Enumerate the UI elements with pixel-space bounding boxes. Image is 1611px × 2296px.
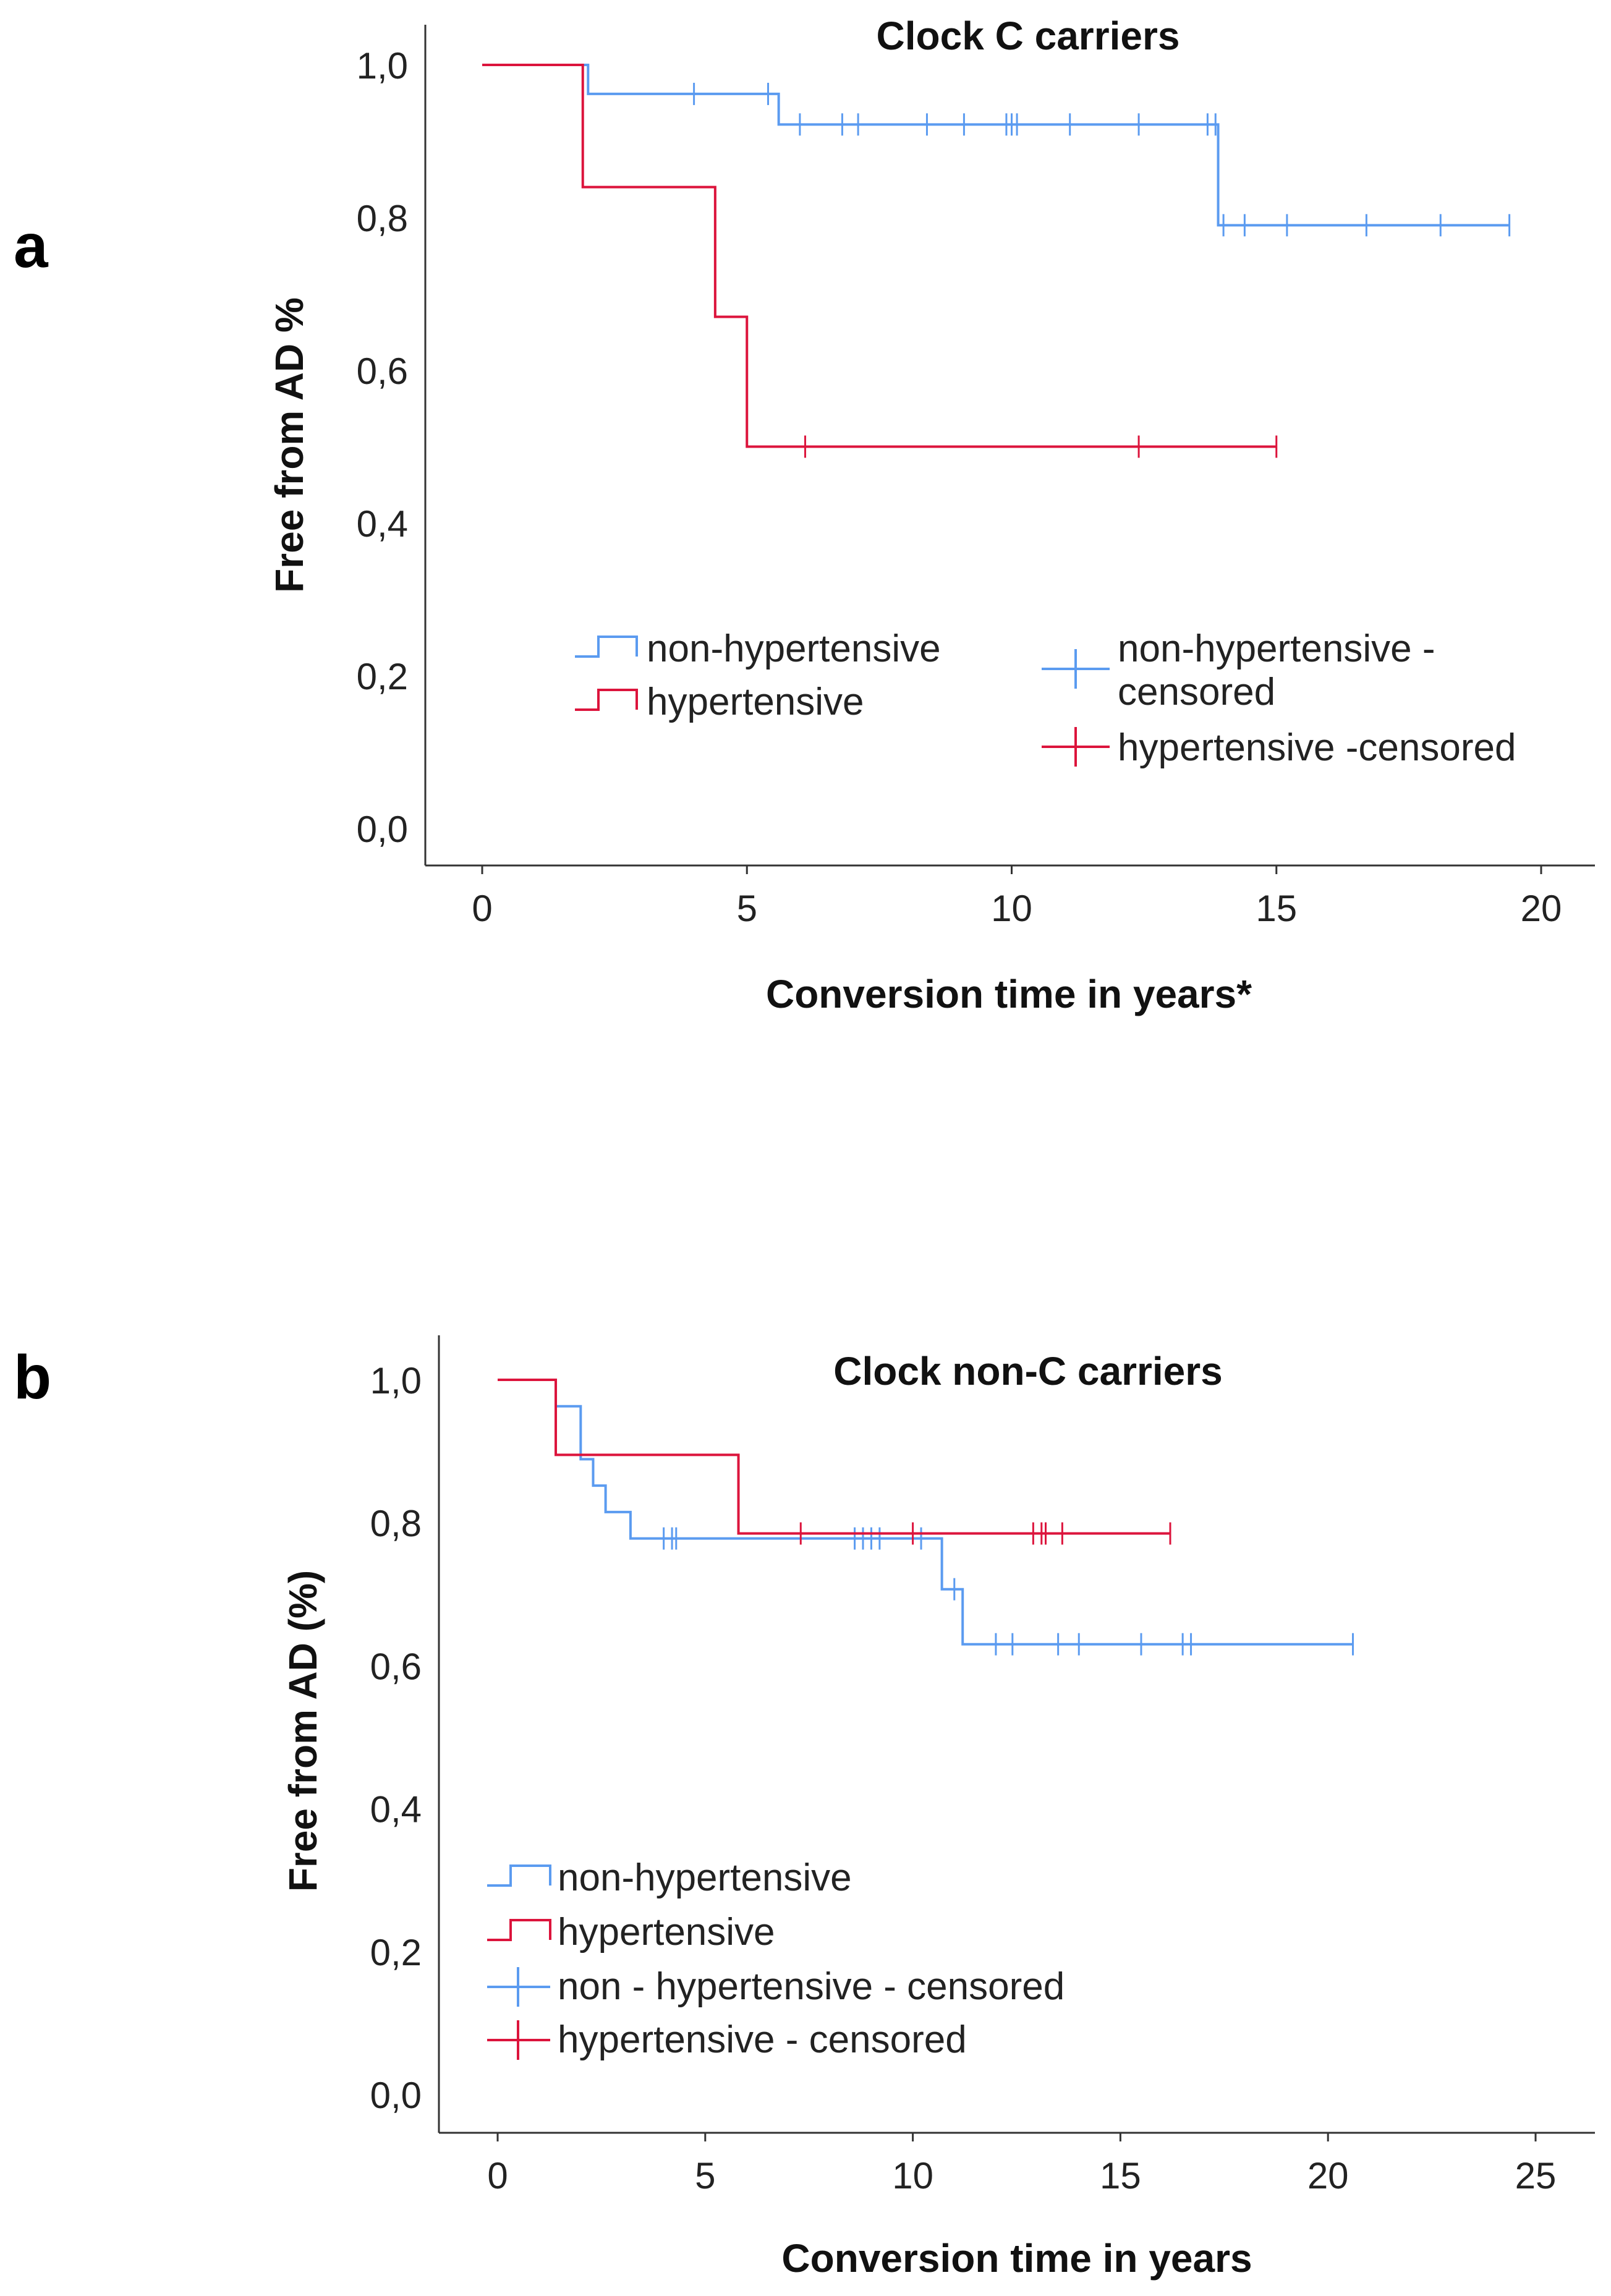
- legend-a-non-hypertensive-censored-swatch: [1042, 649, 1110, 689]
- legend-b-hypertensive-censored-swatch: [487, 2020, 550, 2060]
- series-line-b-non-hypertensive: [498, 1379, 1353, 1646]
- panel-b-x-ticks: 0 5 10 15 20 25: [487, 2133, 1556, 2196]
- y-tick-label: 0,6: [357, 351, 408, 392]
- legend-b-hypertensive-swatch: [487, 1919, 551, 1941]
- legend-a-non-hypertensive-label: non-hypertensive: [647, 627, 941, 670]
- x-tick-label: 15: [1100, 2155, 1141, 2196]
- y-tick-label: 0,8: [357, 198, 408, 239]
- y-tick-label: 0,0: [357, 809, 408, 850]
- y-tick-label: 0,6: [370, 1646, 422, 1687]
- y-tick-label: 0,8: [370, 1503, 422, 1544]
- legend-b-non-hypertensive-censored-label: non - hypertensive - censored: [558, 1965, 1065, 2008]
- legend-b-hypertensive-label: hypertensive: [558, 1911, 775, 1954]
- legend-a-hypertensive-censored-swatch: [1042, 727, 1110, 767]
- y-tick-label: 0,4: [357, 503, 408, 545]
- y-tick-label: 0,2: [357, 656, 408, 697]
- x-tick-label: 25: [1515, 2155, 1557, 2196]
- legend-a-hypertensive-censored-label: hypertensive -censored: [1118, 726, 1516, 769]
- panel-a-series: [482, 64, 1511, 458]
- x-tick-label: 0: [472, 888, 492, 929]
- panel-b-y-ticks: 0,0 0,2 0,4 0,6 0,8 1,0: [370, 1360, 422, 2116]
- legend-a-hypertensive-label: hypertensive: [647, 681, 864, 723]
- legend-b-non-hypertensive-censored-swatch: [487, 1967, 550, 2007]
- panel-a-chart: a Clock C carriers Conversion time in ye…: [14, 14, 1595, 1016]
- panel-b-series: [498, 1379, 1354, 1656]
- panel-b-legend: non-hypertensive hypertensive non - hype…: [487, 1856, 1065, 2061]
- x-tick-label: 15: [1256, 888, 1297, 929]
- x-tick-label: 5: [695, 2155, 715, 2196]
- x-tick-label: 5: [737, 888, 757, 929]
- legend-a-hypertensive-swatch: [575, 689, 638, 711]
- panel-a-x-ticks: 0 5 10 15 20: [472, 865, 1562, 929]
- x-tick-label: 20: [1521, 888, 1562, 929]
- panel-a-letter: a: [14, 211, 49, 281]
- legend-a-non-hypertensive-swatch: [575, 636, 638, 658]
- panel-b-letter: b: [14, 1343, 51, 1412]
- y-tick-label: 0,4: [370, 1789, 422, 1830]
- y-tick-label: 1,0: [370, 1360, 422, 1401]
- y-tick-label: 1,0: [357, 45, 408, 87]
- series-line-a-hypertensive: [482, 64, 1277, 448]
- panel-b-x-axis-title: Conversion time in years: [781, 2236, 1252, 2281]
- x-tick-label: 10: [892, 2155, 933, 2196]
- panel-a-x-axis-title: Conversion time in years*: [766, 972, 1252, 1016]
- legend-b-hypertensive-censored-label: hypertensive - censored: [558, 2018, 967, 2061]
- panel-b-title: Clock non-C carriers: [833, 1349, 1223, 1393]
- panel-a-y-ticks: 0,0 0,2 0,4 0,6 0,8 1,0: [357, 45, 408, 850]
- panel-b-y-axis-title: Free from AD (%): [281, 1570, 325, 1892]
- legend-a-non-hypertensive-censored-label: non-hypertensive -censored: [1118, 627, 1435, 713]
- panel-b-chart: b Clock non-C carriers Conversion time i…: [14, 1335, 1595, 2281]
- panel-a-legend: non-hypertensive hypertensive non-hypert…: [575, 627, 1516, 769]
- x-tick-label: 0: [487, 2155, 508, 2196]
- x-tick-label: 20: [1307, 2155, 1349, 2196]
- legend-b-non-hypertensive-swatch: [487, 1864, 551, 1887]
- panel-a-y-axis-title: Free from AD %: [267, 297, 312, 593]
- y-tick-label: 0,0: [370, 2075, 422, 2116]
- panel-a-title: Clock C carriers: [877, 14, 1180, 58]
- legend-b-non-hypertensive-label: non-hypertensive: [558, 1856, 852, 1899]
- series-line-a-non-hypertensive: [482, 64, 1510, 227]
- x-tick-label: 10: [991, 888, 1032, 929]
- y-tick-label: 0,2: [370, 1932, 422, 1973]
- series-line-b-hypertensive: [498, 1379, 1170, 1535]
